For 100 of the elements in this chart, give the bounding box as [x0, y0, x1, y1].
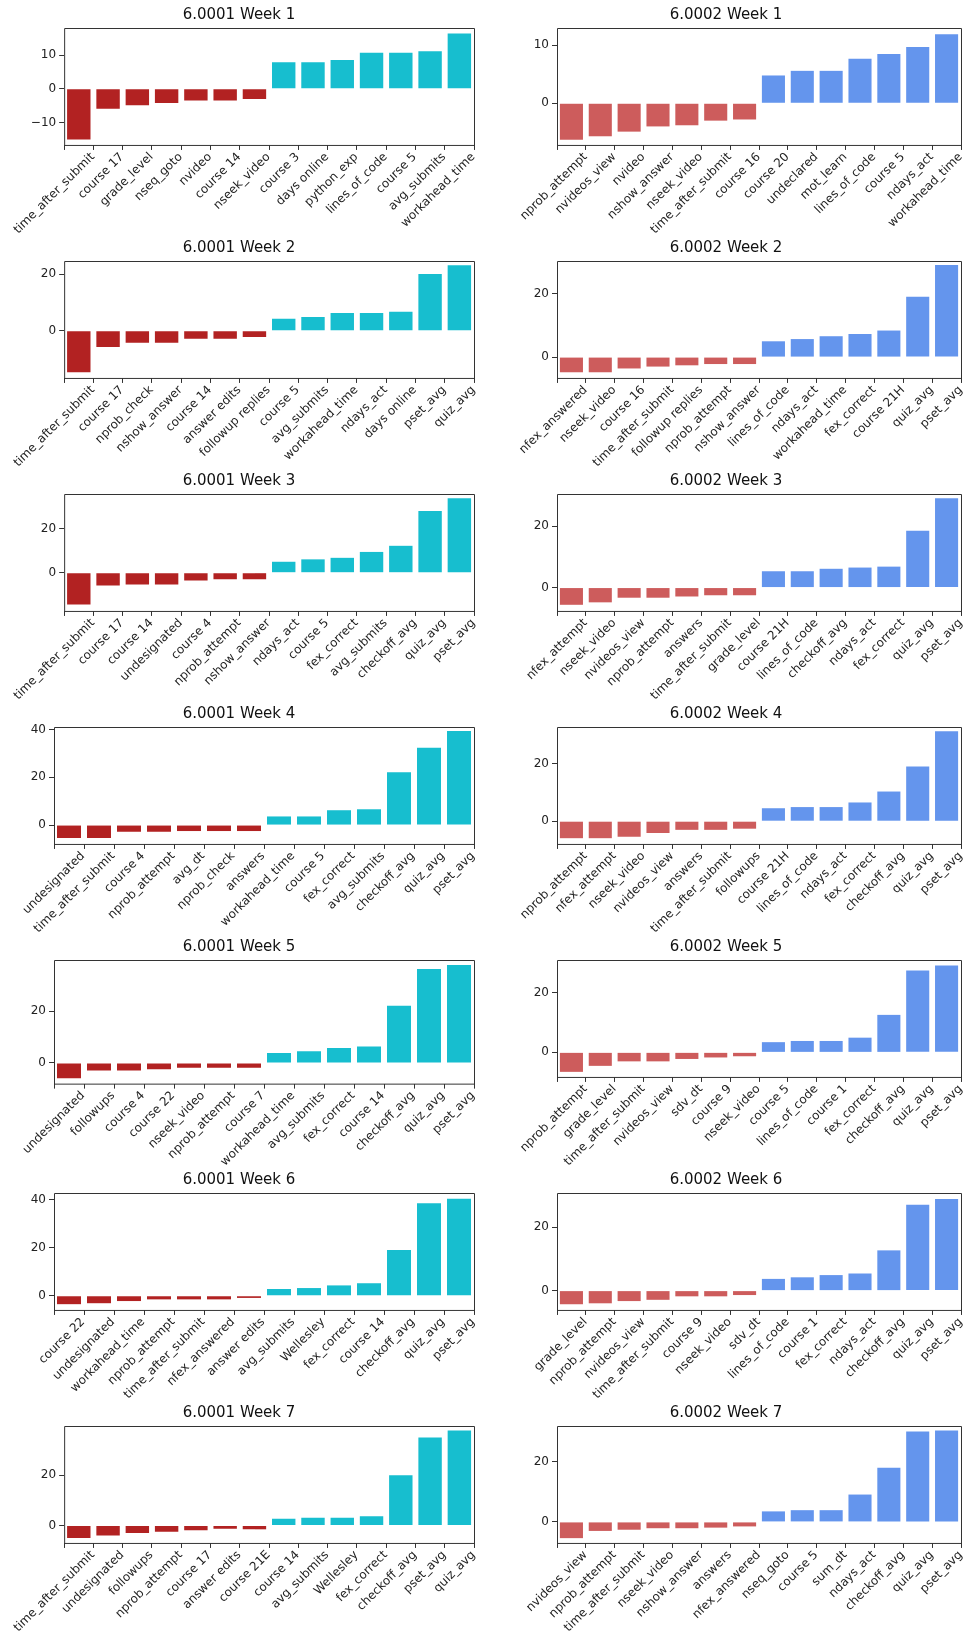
- y-tick-label: 20: [40, 1467, 57, 1482]
- bar: [790, 70, 814, 103]
- bar: [147, 825, 171, 832]
- bar: [704, 821, 728, 830]
- bar: [267, 1053, 291, 1063]
- bar: [87, 825, 111, 838]
- bar: [617, 1291, 641, 1302]
- bar: [357, 1046, 381, 1063]
- bar: [87, 1063, 111, 1071]
- bar: [675, 821, 699, 830]
- bar: [935, 34, 959, 103]
- bar: [761, 341, 785, 357]
- bar: [418, 51, 442, 89]
- bar: [906, 1204, 930, 1291]
- bar: [327, 1285, 351, 1296]
- bar: [327, 810, 351, 825]
- y-tick-label: 0: [48, 80, 57, 95]
- bar: [588, 103, 612, 137]
- bar: [67, 573, 91, 605]
- bar: [87, 1296, 111, 1304]
- bar: [646, 821, 670, 834]
- bar: [301, 316, 325, 331]
- bar: [57, 825, 81, 838]
- bar: [617, 1522, 641, 1530]
- bar: [96, 89, 120, 109]
- bar: [447, 498, 472, 573]
- bar: [675, 1291, 699, 1297]
- bar: [301, 62, 325, 89]
- chart-title: 6.0001 Week 2: [182, 237, 296, 256]
- y-tick-label: 0: [541, 813, 549, 828]
- bar: [790, 1510, 814, 1522]
- bar: [184, 89, 208, 101]
- y-tick-label: 20: [533, 1453, 549, 1468]
- bar: [646, 1052, 670, 1062]
- bar: [819, 1510, 843, 1522]
- bar: [447, 1430, 472, 1526]
- bar: [184, 573, 208, 581]
- y-tick-label: 40: [30, 721, 46, 736]
- bar: [147, 1063, 171, 1070]
- bar: [67, 89, 91, 140]
- bar: [242, 331, 267, 337]
- bar: [242, 573, 267, 580]
- bar: [588, 821, 612, 839]
- bar: [848, 1273, 872, 1291]
- bar: [935, 265, 959, 357]
- bar: [675, 1052, 699, 1059]
- bar: [877, 54, 901, 103]
- bar: [154, 331, 179, 343]
- y-tick-label: 20: [40, 266, 57, 281]
- bar: [357, 809, 381, 825]
- bar: [417, 747, 441, 825]
- bar: [559, 588, 583, 605]
- chart-title: 6.0001 Week 1: [182, 4, 296, 23]
- bar: [733, 588, 757, 596]
- bar: [906, 530, 930, 588]
- bar: [704, 1291, 728, 1297]
- bar: [675, 1522, 699, 1529]
- bar: [559, 103, 583, 140]
- bar: [359, 551, 384, 573]
- bar: [675, 588, 699, 597]
- bar: [67, 1526, 91, 1538]
- y-tick-label: 0: [38, 1055, 46, 1070]
- bar: [733, 1291, 757, 1296]
- bar: [819, 336, 843, 357]
- bar: [646, 588, 670, 598]
- y-tick-label: 0: [48, 322, 57, 337]
- bar: [387, 1005, 411, 1063]
- bar: [935, 731, 959, 821]
- bar: [588, 1291, 612, 1304]
- y-tick-label: 20: [533, 1219, 549, 1234]
- chart-title: 6.0001 Week 7: [182, 1402, 296, 1421]
- bar: [761, 1511, 785, 1522]
- bar: [906, 296, 930, 357]
- bar: [117, 1296, 141, 1302]
- bar: [733, 1522, 757, 1527]
- bar: [761, 571, 785, 588]
- bar: [819, 70, 843, 103]
- chart-title: 6.0001 Week 5: [182, 936, 296, 955]
- bar: [675, 357, 699, 366]
- bar: [935, 965, 959, 1052]
- bar: [387, 772, 411, 825]
- bar: [96, 1526, 120, 1536]
- bar: [733, 821, 757, 829]
- bar: [559, 1522, 583, 1539]
- y-tick-label: 10: [533, 37, 549, 52]
- bar: [935, 498, 959, 588]
- bar: [848, 567, 872, 588]
- bar: [417, 1203, 441, 1296]
- bar: [184, 331, 208, 339]
- bar: [447, 33, 472, 89]
- bar: [177, 1063, 201, 1068]
- y-tick-label: 0: [48, 1517, 57, 1532]
- bar: [761, 75, 785, 103]
- bar: [418, 1437, 442, 1526]
- bar: [848, 1037, 872, 1052]
- bar: [213, 1526, 237, 1529]
- y-tick-label: 20: [30, 769, 46, 784]
- bar: [272, 318, 296, 331]
- bar: [237, 825, 261, 832]
- bar: [389, 1475, 413, 1526]
